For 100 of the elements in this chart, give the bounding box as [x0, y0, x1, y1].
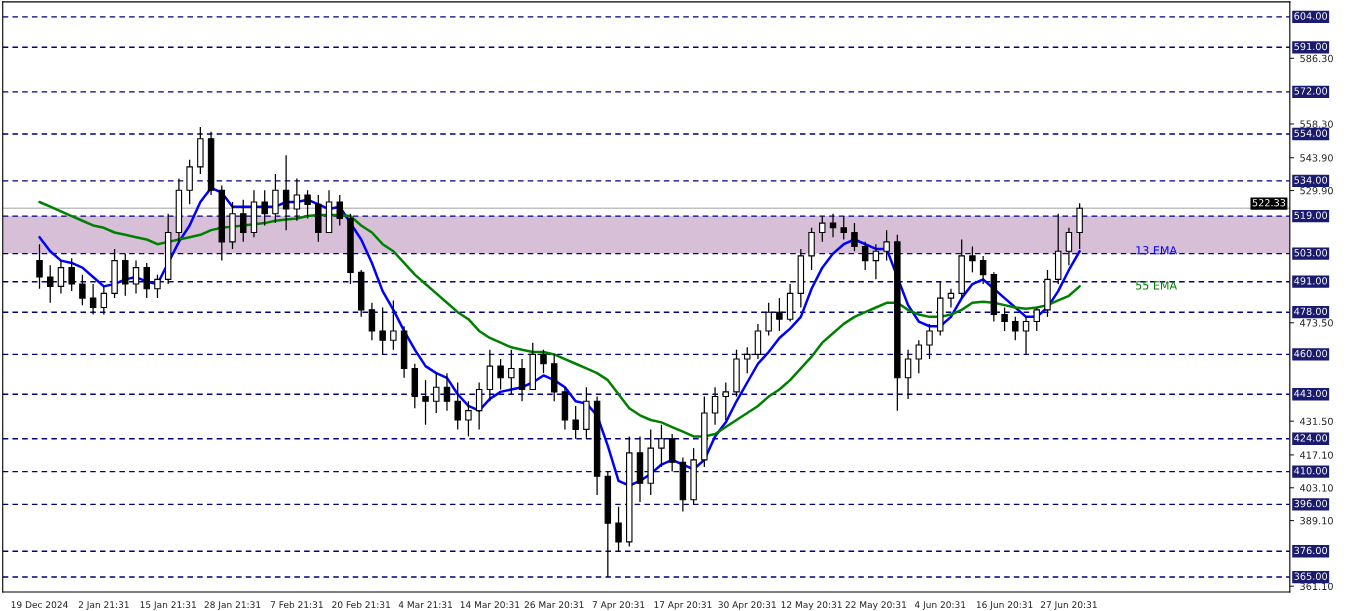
x-tick-label: 2 Jan 21:31 [78, 601, 129, 610]
candlestick [497, 358, 504, 391]
candlestick [100, 285, 108, 316]
ref-line-label: 491.00 [1294, 277, 1328, 285]
x-tick-label: 12 May 20:31 [781, 601, 842, 610]
ref-line-label: 591.00 [1294, 42, 1328, 51]
line-series [38, 200, 1081, 438]
y-tick-label: 473.50 [1300, 319, 1333, 327]
y-tick-label: 361.10 [1300, 582, 1333, 591]
candlestick [861, 241, 869, 271]
candlestick [840, 215, 847, 241]
ref-line-label: 534.00 [1294, 176, 1328, 184]
y-tick-label: 431.50 [1300, 417, 1333, 426]
candlestick [68, 257, 75, 292]
x-tick-label: 4 Jun 20:31 [914, 601, 966, 610]
candlestick [540, 349, 547, 374]
ref-line-label: 410.00 [1294, 467, 1328, 475]
candlestick [947, 288, 955, 309]
candlestick [422, 379, 429, 426]
y-tick-label: 558.30 [1300, 120, 1333, 128]
x-tick-label: 7 Apr 20:31 [592, 601, 645, 610]
candlestick [1022, 316, 1030, 355]
candlestick [926, 323, 933, 360]
text: 55 EMA [1136, 281, 1177, 290]
candlestick [282, 154, 290, 231]
candlestick [668, 433, 676, 473]
candlestick [89, 283, 97, 316]
ref-line-label: 554.00 [1294, 129, 1328, 137]
x-tick-label: 14 Mar 20:31 [460, 601, 520, 609]
y-tick-label: 543.90 [1300, 154, 1333, 162]
candlestick [36, 243, 43, 290]
ref-line-label: 503.00 [1294, 249, 1328, 257]
candlestick [240, 199, 247, 243]
candlestick [776, 297, 783, 332]
x-tick-label: 20 Feb 21:31 [332, 601, 390, 609]
ref-line-label: 604.00 [1294, 12, 1328, 20]
candlestick [132, 259, 140, 295]
candlestick [743, 346, 751, 374]
y-tick-label: 417.10 [1300, 451, 1333, 459]
y-tick-label: 389.10 [1300, 517, 1333, 525]
ref-line-label: 478.00 [1294, 307, 1328, 315]
candlestick [122, 252, 129, 297]
candlestick [819, 215, 826, 243]
candlestick [1001, 306, 1008, 332]
candlestick [57, 259, 65, 295]
text: 13 EMA [1136, 246, 1177, 255]
candlestick [454, 381, 461, 431]
ref-line-label: 443.00 [1294, 389, 1328, 398]
candlestick [379, 306, 386, 355]
candlestick [293, 177, 301, 222]
candlestick [186, 159, 193, 205]
y-tick-label: 586.30 [1300, 54, 1333, 63]
ref-line-label: 376.00 [1294, 546, 1328, 555]
candlestick [872, 243, 880, 280]
x-tick-label: 26 Mar 20:31 [524, 601, 584, 609]
candlestick [754, 323, 762, 360]
candlestick [829, 213, 837, 238]
candlestick [475, 381, 483, 431]
x-tick-label: 16 Jun 20:31 [976, 601, 1033, 610]
candlestick [1033, 306, 1040, 332]
candlestick [443, 372, 451, 412]
candlestick [615, 506, 622, 552]
candlestick [658, 424, 665, 468]
candlestick [304, 189, 311, 220]
y-tick-label: 403.10 [1300, 484, 1333, 492]
candlestick [765, 302, 772, 337]
candlestick [904, 349, 912, 400]
candlestick [915, 339, 923, 374]
candlestick [722, 381, 730, 421]
x-tick-label: 15 Jan 21:31 [140, 601, 196, 610]
candlestick [808, 227, 815, 271]
ref-line-label: 572.00 [1294, 87, 1328, 95]
ref-line-label: 522.33 [1252, 199, 1286, 207]
ref-line-label: 424.00 [1294, 434, 1328, 442]
candlestick [143, 262, 150, 299]
candlestick [433, 372, 440, 414]
candlestick [46, 264, 54, 304]
x-tick-label: 30 Apr 20:31 [718, 601, 776, 610]
x-tick-label: 7 Feb 21:31 [270, 601, 323, 609]
candlestick [486, 349, 494, 402]
candlestick [261, 189, 268, 227]
candlestick [979, 255, 987, 285]
candlestick [1065, 227, 1073, 266]
candlestick [79, 274, 86, 306]
candlestick [272, 173, 279, 224]
candlestick [154, 274, 161, 299]
x-tick-label: 17 Apr 20:31 [654, 601, 712, 610]
ref-line-label: 519.00 [1294, 211, 1328, 219]
candlestick [1012, 316, 1019, 341]
ref-line-label: 396.00 [1294, 499, 1328, 508]
x-tick-label: 22 May 20:31 [845, 601, 907, 610]
x-tick-label: 19 Dec 2024 [11, 601, 68, 609]
candlestick [465, 400, 472, 438]
candlestick [969, 245, 976, 273]
candlestick [368, 302, 376, 341]
candlestick [851, 222, 858, 252]
candlestick [572, 405, 579, 440]
y-tick-label: 529.90 [1300, 187, 1333, 195]
candlestick [883, 229, 890, 262]
candlestick [711, 386, 719, 426]
